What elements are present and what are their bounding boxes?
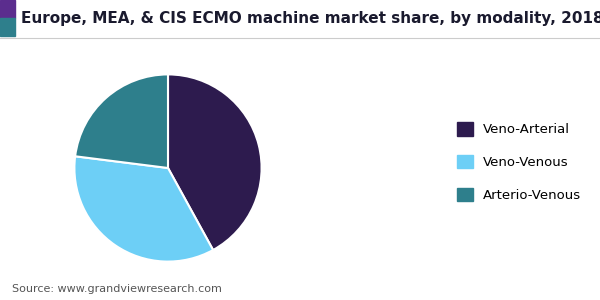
- Bar: [0, 0, 15, 18]
- Wedge shape: [168, 74, 262, 250]
- Wedge shape: [75, 74, 168, 168]
- Wedge shape: [74, 156, 213, 262]
- Text: Europe, MEA, & CIS ECMO machine market share, by modality, 2018 (%): Europe, MEA, & CIS ECMO machine market s…: [21, 11, 600, 26]
- Legend: Veno-Arterial, Veno-Venous, Arterio-Venous: Veno-Arterial, Veno-Venous, Arterio-Veno…: [457, 122, 581, 202]
- Text: Source: www.grandviewresearch.com: Source: www.grandviewresearch.com: [12, 284, 222, 294]
- Bar: [0, 18, 15, 36]
